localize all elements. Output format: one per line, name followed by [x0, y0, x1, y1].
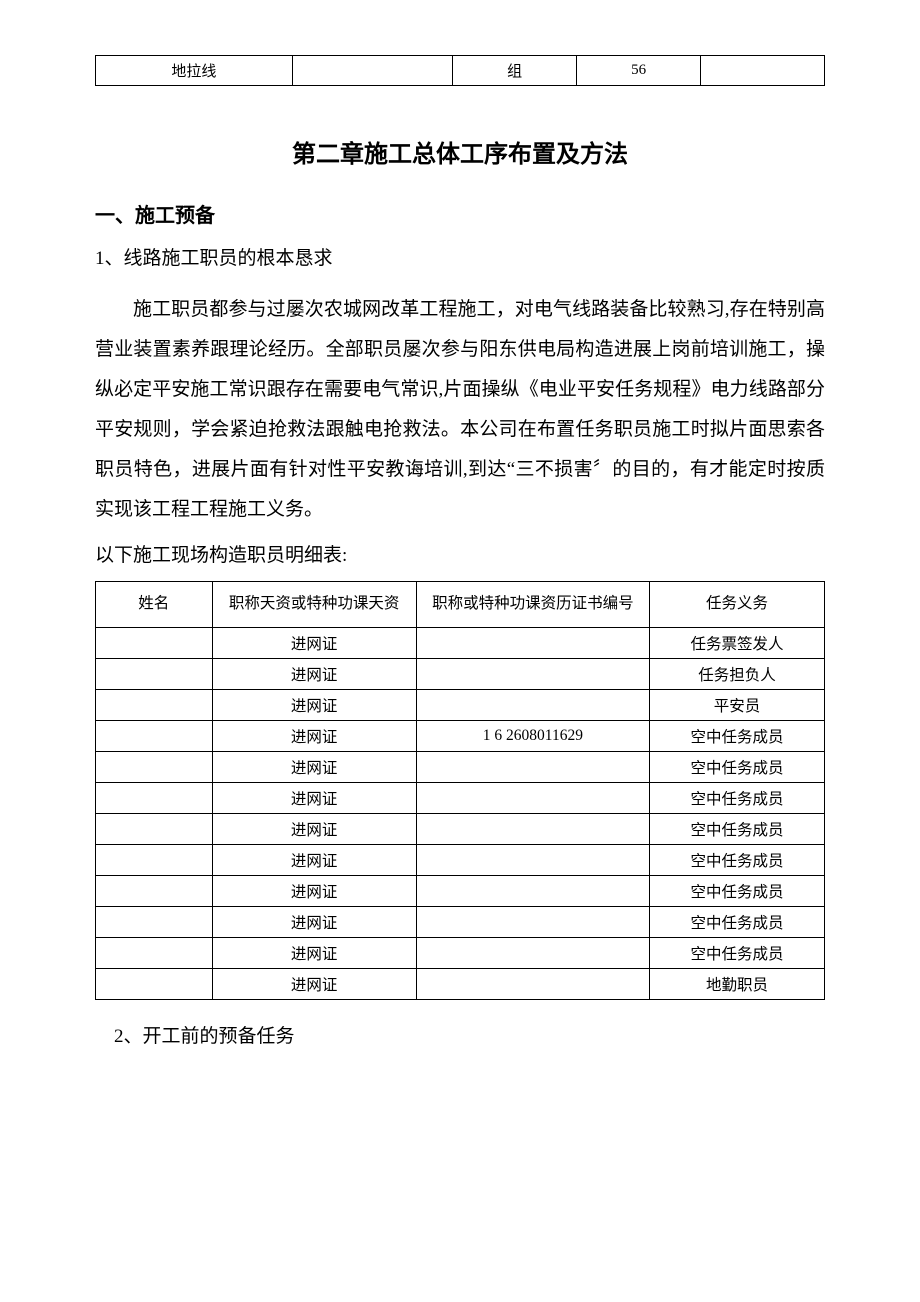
table-intro: 以下施工现场构造职员明细表:	[95, 536, 825, 576]
table-cell	[96, 938, 213, 969]
item-2-label: 2、开工前的预备任务	[114, 1020, 825, 1054]
table-cell	[96, 659, 213, 690]
table-cell	[416, 969, 649, 1000]
top-cell-2	[292, 56, 452, 86]
table-cell: 进网证	[212, 752, 416, 783]
table-cell	[96, 783, 213, 814]
table-cell	[416, 690, 649, 721]
table-cell	[416, 907, 649, 938]
table-cell	[96, 721, 213, 752]
table-cell: 空中任务成员	[650, 907, 825, 938]
col-qualification: 职称天资或特种功课天资	[212, 582, 416, 628]
table-cell: 1 6 2608011629	[416, 721, 649, 752]
table-cell: 进网证	[212, 938, 416, 969]
col-name: 姓名	[96, 582, 213, 628]
table-cell	[96, 814, 213, 845]
table-cell: 空中任务成员	[650, 752, 825, 783]
table-cell	[416, 845, 649, 876]
table-cell: 空中任务成员	[650, 876, 825, 907]
table-cell	[416, 659, 649, 690]
table-cell: 进网证	[212, 690, 416, 721]
table-cell: 进网证	[212, 659, 416, 690]
table-cell: 进网证	[212, 876, 416, 907]
table-row: 进网证 平安员	[96, 690, 825, 721]
table-cell	[96, 690, 213, 721]
table-header-row: 姓名 职称天资或特种功课天资 职称或特种功课资历证书编号 任务义务	[96, 582, 825, 628]
table-cell: 空中任务成员	[650, 721, 825, 752]
table-cell: 空中任务成员	[650, 783, 825, 814]
table-row: 地拉线 组 56	[96, 56, 825, 86]
table-cell	[416, 628, 649, 659]
table-cell: 空中任务成员	[650, 845, 825, 876]
table-row: 进网证 空中任务成员	[96, 752, 825, 783]
table-cell: 空中任务成员	[650, 938, 825, 969]
col-duty: 任务义务	[650, 582, 825, 628]
top-cell-5	[701, 56, 825, 86]
table-row: 进网证1 6 2608011629空中任务成员	[96, 721, 825, 752]
personnel-table: 姓名 职称天资或特种功课天资 职称或特种功课资历证书编号 任务义务 进网证 任务票…	[95, 581, 825, 1000]
top-summary-table: 地拉线 组 56	[95, 55, 825, 86]
table-cell: 进网证	[212, 628, 416, 659]
table-cell	[416, 783, 649, 814]
table-cell: 进网证	[212, 721, 416, 752]
table-cell: 进网证	[212, 845, 416, 876]
table-cell: 地勤职员	[650, 969, 825, 1000]
table-cell	[96, 876, 213, 907]
table-cell: 空中任务成员	[650, 814, 825, 845]
table-row: 进网证 空中任务成员	[96, 907, 825, 938]
table-cell: 平安员	[650, 690, 825, 721]
table-row: 进网证 任务票签发人	[96, 628, 825, 659]
table-row: 进网证 地勤职员	[96, 969, 825, 1000]
top-cell-name: 地拉线	[96, 56, 293, 86]
table-row: 进网证 空中任务成员	[96, 938, 825, 969]
table-cell	[96, 969, 213, 1000]
section-heading: 一、施工预备	[95, 199, 825, 228]
table-cell	[96, 845, 213, 876]
table-cell: 任务票签发人	[650, 628, 825, 659]
col-cert-number: 职称或特种功课资历证书编号	[416, 582, 649, 628]
item-1-label: 1、线路施工职员的根本恳求	[95, 242, 825, 276]
table-cell	[416, 938, 649, 969]
table-row: 进网证 空中任务成员	[96, 876, 825, 907]
body-paragraph: 施工职员都参与过屡次农城网改革工程施工，对电气线路装备比较熟习,存在特别高营业装…	[95, 290, 825, 529]
table-cell	[416, 814, 649, 845]
table-row: 进网证 空中任务成员	[96, 814, 825, 845]
table-row: 进网证 空中任务成员	[96, 845, 825, 876]
personnel-table-body: 进网证任务票签发人进网证任务担负人进网证平安员进网证1 6 2608011629…	[96, 628, 825, 1000]
table-row: 进网证 空中任务成员	[96, 783, 825, 814]
table-cell	[416, 876, 649, 907]
table-cell	[96, 752, 213, 783]
table-cell	[96, 628, 213, 659]
top-cell-unit: 组	[453, 56, 577, 86]
table-row: 进网证 任务担负人	[96, 659, 825, 690]
table-cell	[416, 752, 649, 783]
table-cell: 进网证	[212, 814, 416, 845]
table-cell: 进网证	[212, 783, 416, 814]
table-cell: 进网证	[212, 969, 416, 1000]
table-cell: 进网证	[212, 907, 416, 938]
table-cell	[96, 907, 213, 938]
top-cell-qty: 56	[577, 56, 701, 86]
chapter-title: 第二章施工总体工序布置及方法	[95, 134, 825, 169]
table-cell: 任务担负人	[650, 659, 825, 690]
